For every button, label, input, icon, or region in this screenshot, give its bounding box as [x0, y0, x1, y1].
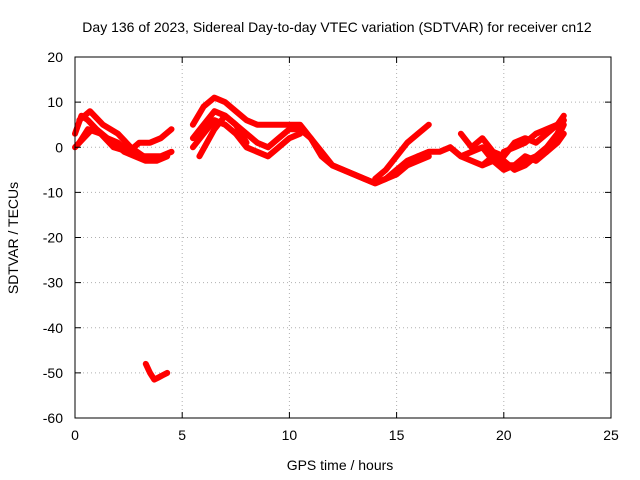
axis-ticks	[74, 56, 612, 419]
x-tick-label: 15	[389, 427, 405, 443]
data-series	[72, 94, 567, 383]
series-track-10	[372, 121, 432, 182]
y-tick-label: -30	[43, 275, 63, 291]
y-tick-label: 10	[47, 94, 63, 110]
y-tick-label: -40	[43, 320, 63, 336]
chart-title: Day 136 of 2023, Sidereal Day-to-day VTE…	[82, 19, 592, 35]
y-tick-label: -20	[43, 230, 63, 246]
tick-labels: 0 5 10 15 20 25 -60 -50 -40 -30 -20 -10 0 10 20	[43, 49, 619, 443]
y-tick-label: -60	[43, 410, 63, 426]
x-tick-label: 25	[603, 427, 619, 443]
x-tick-label: 20	[496, 427, 512, 443]
grid-lines	[75, 57, 611, 418]
y-tick-label: -50	[43, 365, 63, 381]
x-tick-label: 0	[71, 427, 79, 443]
y-tick-label: 0	[55, 139, 63, 155]
y-axis-label: SDTVAR / TECUs	[5, 182, 21, 294]
series-track-8	[189, 117, 304, 160]
series-track-14	[479, 117, 567, 173]
x-tick-label: 10	[282, 427, 298, 443]
series-track-4	[76, 108, 147, 160]
series-track-15	[500, 117, 567, 155]
series-track-9	[196, 112, 250, 160]
y-tick-label: -10	[43, 184, 63, 200]
x-tick-label: 5	[178, 427, 186, 443]
series-track-3	[76, 126, 175, 155]
x-axis-label: GPS time / hours	[287, 457, 394, 473]
series-track-5	[142, 360, 171, 383]
y-tick-label: 20	[47, 49, 63, 65]
